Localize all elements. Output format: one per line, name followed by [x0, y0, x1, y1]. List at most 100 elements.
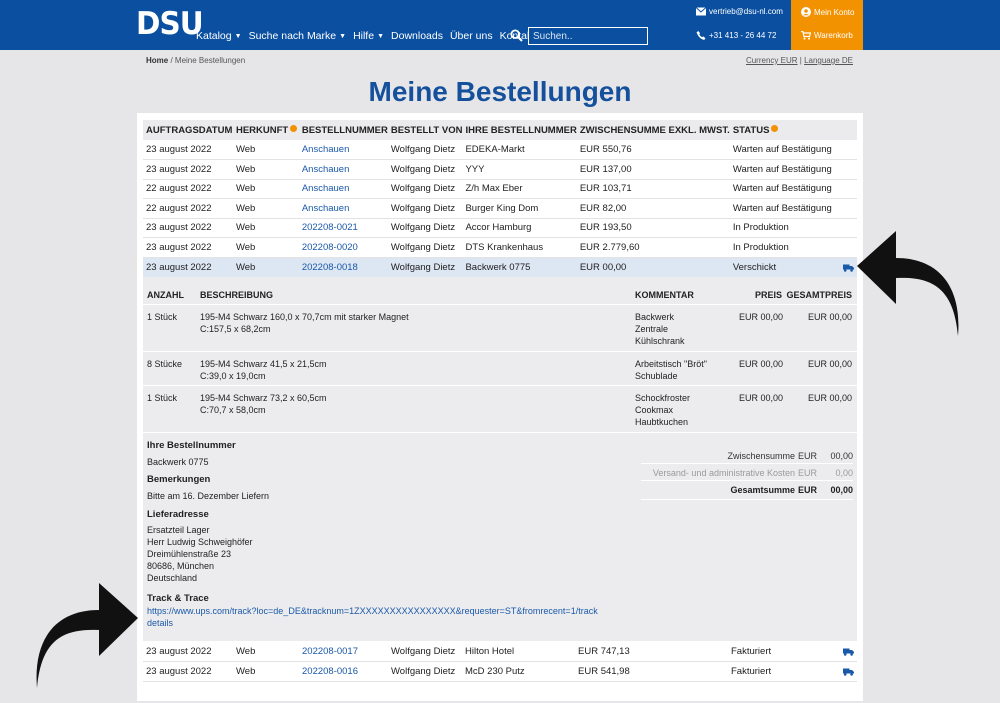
tracking-url[interactable]: https://www.ups.com/track?loc=de_DE&trac… — [147, 606, 598, 616]
cell-subtotal: EUR 550,76 — [576, 140, 730, 160]
cell-order-number[interactable]: Anschauen — [298, 179, 388, 199]
order-number-link[interactable]: Anschauen — [301, 144, 350, 155]
cell-order-number[interactable]: 202208-0016 — [299, 661, 388, 682]
order-number-link[interactable]: 202208-0018 — [301, 261, 358, 273]
envelope-icon — [696, 7, 706, 16]
address-line: Ersatzteil Lager — [147, 525, 210, 535]
cell-subtotal: EUR 00,00 — [576, 257, 730, 277]
detail-header-comment: KOMMENTAR — [635, 290, 694, 300]
nav-ueber-uns[interactable]: Über uns — [450, 30, 493, 42]
table-row[interactable]: 23 august 2022 Web 202208-0020 Wolfgang Die… — [143, 237, 857, 258]
col-header-date[interactable]: AUFTRAGSDATUM — [143, 120, 233, 140]
cell-ordered-by: Wolfgang Dietz — [388, 642, 462, 662]
nav-kontakt[interactable]: Kontakt — [500, 30, 536, 42]
cell-date: 23 august 2022 — [143, 661, 233, 682]
order-number-link[interactable]: Anschauen — [301, 202, 350, 214]
search-icon[interactable] — [510, 29, 523, 42]
cart-link[interactable]: Warenkorb — [801, 31, 853, 40]
shipping-tracker[interactable] — [843, 667, 854, 678]
language-link[interactable]: Language DE — [804, 56, 853, 65]
info-icon[interactable] — [771, 124, 779, 132]
chevron-down-icon: ▼ — [234, 32, 242, 40]
cell-order-number[interactable]: Anschauen — [298, 159, 388, 180]
table-row[interactable]: 22 august 2022 Web Anschauen Wolfgang Dietz… — [143, 198, 857, 219]
address-line: Deutschland — [147, 573, 198, 583]
table-row[interactable]: 23 august 2022 Web 202208-0018 Wolfgang Die… — [143, 257, 857, 277]
cell-order-number[interactable]: 202208-0020 — [298, 237, 388, 258]
logo-text: DSU — [136, 6, 204, 42]
currency-link[interactable]: Currency EUR — [745, 56, 798, 65]
cell-order-number[interactable]: Anschauen — [298, 198, 388, 219]
table-row[interactable]: 22 august 2022 Web Anschauen Wolfgang Dietz… — [143, 179, 857, 199]
truck-icon[interactable] — [843, 668, 854, 677]
email-contact[interactable]: vertrieb@dsu-nl.com — [696, 7, 783, 16]
info-icon[interactable] — [290, 124, 298, 132]
cart-label: Warenkorb — [814, 31, 853, 40]
tracking-details-link[interactable]: details — [147, 618, 174, 628]
search-input[interactable] — [528, 27, 648, 45]
cell-origin: Web — [232, 159, 299, 180]
address-line: Herr Ludwig Schweighöfer — [147, 537, 253, 547]
shipping-tracker[interactable] — [843, 647, 854, 658]
col-header-subtotal[interactable]: ZWISCHENSUMME EXKL. MWST. — [576, 120, 730, 140]
shipping-label: Versand- und administrative Kosten — [652, 468, 795, 478]
breadcrumb-separator: / — [168, 56, 175, 65]
item-desc: 195-M4 Schwarz 160,0 x 70,7cm mit starke… — [200, 311, 409, 335]
comment-line: Schockfroster — [635, 393, 691, 403]
cell-date: 22 august 2022 — [143, 198, 233, 219]
shipping-tracker[interactable] — [843, 263, 854, 274]
order-number-link[interactable]: Anschauen — [301, 163, 350, 175]
table-row[interactable]: 23 august 2022 Web 202208-0021 Wolfgang Die… — [143, 218, 857, 238]
cell-ordered-by: Wolfgang Dietz — [387, 257, 463, 277]
status-text: Fakturiert — [731, 665, 772, 677]
truck-icon[interactable] — [843, 264, 854, 272]
nav-hilfe[interactable]: Hilfe ▼ — [353, 30, 384, 42]
cell-your-reference: EDEKA-Markt — [462, 140, 577, 160]
dsu-logo[interactable]: DSU — [136, 9, 204, 40]
col-header-ref[interactable]: IHRE BESTELLNUMMER — [462, 120, 577, 140]
table-row[interactable]: 23 august 2022 Web 202208-0017 Wolfgang Die… — [143, 642, 857, 662]
order-number-link[interactable]: 202208-0020 — [301, 241, 358, 253]
chevron-down-icon: ▼ — [377, 32, 385, 40]
comment-line: Schublade — [635, 371, 678, 381]
reply-arrow-icon — [857, 231, 959, 336]
truck-icon[interactable] — [843, 648, 854, 657]
order-number-link[interactable]: 202208-0017 — [302, 646, 358, 657]
table-row[interactable]: 23 august 2022 Web Anschauen Wolfgang Dietz… — [143, 159, 857, 180]
shipping-value: 0,00 — [835, 468, 853, 478]
col-header-number[interactable]: BESTELLNUMMER — [298, 120, 388, 140]
cell-date: 23 august 2022 — [143, 237, 233, 258]
item-desc-cut: C:157,5 x 68,2cm — [200, 324, 271, 334]
cell-origin: Web — [232, 218, 299, 238]
phone-contact[interactable]: +31 413 - 26 44 72 — [696, 31, 776, 40]
cell-order-number[interactable]: 202208-0018 — [298, 257, 388, 277]
col-header-status-label: STATUS — [732, 124, 770, 136]
table-row[interactable]: 23 august 2022 Web Anschauen Wolfgang Dietz… — [143, 140, 857, 160]
cell-order-number[interactable]: 202208-0021 — [298, 218, 388, 238]
col-header-by[interactable]: BESTELLT VON — [387, 120, 463, 140]
table-row[interactable]: 23 august 2022 Web 202208-0016 Wolfgang Die… — [143, 661, 857, 682]
breadcrumb-home[interactable]: Home — [146, 56, 169, 65]
nav-label: Katalog — [196, 30, 232, 42]
grand-total-currency: EUR — [797, 485, 817, 495]
item-desc-cut: C:70,7 x 58,0cm — [200, 405, 266, 415]
order-number-link[interactable]: 202208-0016 — [302, 665, 358, 677]
order-number-link[interactable]: 202208-0021 — [301, 222, 358, 234]
comment-line: Cookmax — [635, 405, 674, 415]
nav-katalog[interactable]: Katalog ▼ — [196, 30, 242, 42]
cell-origin: Web — [232, 140, 299, 160]
cell-date: 23 august 2022 — [143, 642, 233, 662]
track-trace-link[interactable]: https://www.ups.com/track?loc=de_DE&trac… — [147, 605, 598, 629]
cell-order-number[interactable]: Anschauen — [298, 140, 388, 160]
nav-downloads[interactable]: Downloads — [391, 30, 443, 42]
item-qty: 8 Stücke — [147, 359, 183, 369]
order-number-link[interactable]: Anschauen — [301, 183, 350, 195]
cell-ordered-by: Wolfgang Dietz — [387, 159, 463, 180]
col-header-origin[interactable]: HERKUNFT — [232, 120, 299, 140]
top-navigation-bar: DSU Katalog ▼ Suche nach Marke ▼ Hilfe ▼ Do… — [0, 0, 1000, 50]
status-text: Warten auf Bestätigung — [732, 144, 832, 155]
my-account-link[interactable]: Mein Konto — [801, 7, 854, 17]
col-header-status[interactable]: STATUS — [729, 120, 857, 140]
cell-order-number[interactable]: 202208-0017 — [299, 642, 388, 662]
nav-suche-nach-marke[interactable]: Suche nach Marke ▼ — [249, 30, 347, 42]
